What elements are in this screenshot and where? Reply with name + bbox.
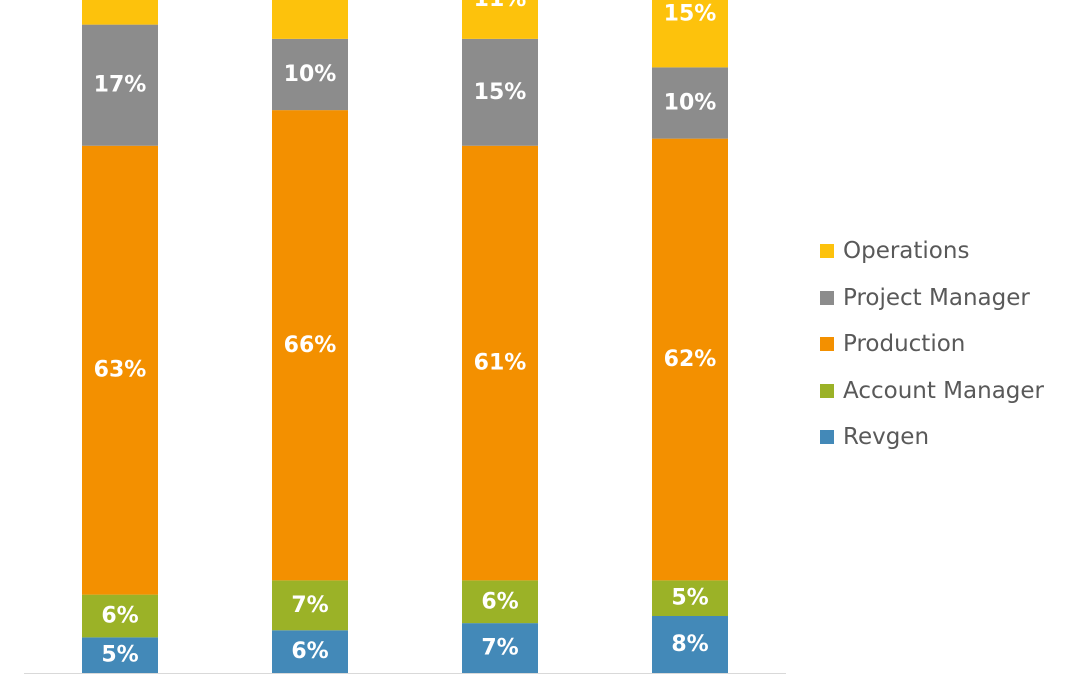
data-label-revgen-2: 6% — [291, 639, 328, 664]
legend-item-revgen: Revgen — [820, 414, 1044, 461]
legend-label-revgen: Revgen — [843, 424, 930, 451]
legend-item-operations: Operations — [820, 228, 1044, 275]
data-label-operations-3: 11% — [474, 0, 527, 12]
data-label-account-manager-2: 7% — [291, 593, 328, 618]
legend-item-account-manager: Account Manager — [820, 368, 1044, 415]
bar-segment-revgen-3 — [462, 623, 538, 673]
legend-swatch-revgen — [820, 430, 834, 445]
bar-segment-production-2 — [272, 110, 348, 581]
bar-segment-account-manager-1 — [82, 594, 158, 638]
bar-segment-operations-2 — [272, 0, 348, 39]
data-label-account-manager-1: 6% — [101, 604, 138, 629]
legend-label-account-manager: Account Manager — [843, 377, 1044, 404]
bar-segment-production-1 — [82, 145, 158, 595]
data-label-account-manager-3: 6% — [481, 589, 518, 614]
legend-swatch-account-manager — [820, 383, 834, 398]
bar-segment-production-4 — [652, 138, 728, 581]
data-label-revgen-1: 5% — [101, 643, 138, 668]
bar-segment-project-manager-2 — [272, 38, 348, 111]
bar-segment-operations-1 — [82, 0, 158, 25]
legend-swatch-production — [820, 337, 834, 352]
bar-segment-revgen-2 — [272, 630, 348, 673]
data-label-production-4: 62% — [664, 347, 717, 372]
bar-segment-account-manager-3 — [462, 580, 538, 624]
data-label-production-2: 66% — [284, 333, 337, 358]
bar-segment-account-manager-2 — [272, 580, 348, 631]
legend: Operations Project Manager Production Accou… — [820, 228, 1044, 461]
bar-segment-production-3 — [462, 145, 538, 581]
bar-segment-operations-4 — [652, 0, 728, 68]
data-label-production-1: 63% — [94, 358, 147, 383]
data-label-revgen-3: 7% — [481, 636, 518, 661]
bar-segment-revgen-4 — [652, 616, 728, 673]
legend-item-project-manager: Project Manager — [820, 275, 1044, 322]
bar-segment-account-manager-4 — [652, 580, 728, 616]
plot-area: 5% 6% 63% 17% 6% 7% 66% 10% 7% 6% 61% 15% 11% 8% 5% 62%… — [82, 0, 728, 673]
legend-label-production: Production — [843, 331, 966, 358]
bar-segment-project-manager-4 — [652, 67, 728, 139]
legend-swatch-operations — [820, 244, 834, 259]
legend-label-project-manager: Project Manager — [843, 284, 1030, 311]
legend-item-production: Production — [820, 321, 1044, 368]
data-label-project-manager-3: 15% — [474, 80, 527, 105]
bar-segment-project-manager-1 — [82, 24, 158, 146]
legend-label-operations: Operations — [843, 238, 970, 265]
data-label-project-manager-4: 10% — [664, 91, 717, 116]
data-label-production-3: 61% — [474, 351, 527, 376]
bar-segment-project-manager-3 — [462, 38, 538, 146]
data-label-operations-4: 15% — [664, 1, 717, 26]
data-label-project-manager-2: 10% — [284, 62, 337, 87]
bar-segment-operations-3 — [462, 0, 538, 39]
bar-segment-revgen-1 — [82, 637, 158, 673]
data-label-account-manager-4: 5% — [671, 586, 708, 611]
data-label-project-manager-1: 17% — [94, 73, 147, 98]
legend-swatch-project-manager — [820, 290, 834, 305]
data-label-revgen-4: 8% — [671, 632, 708, 657]
